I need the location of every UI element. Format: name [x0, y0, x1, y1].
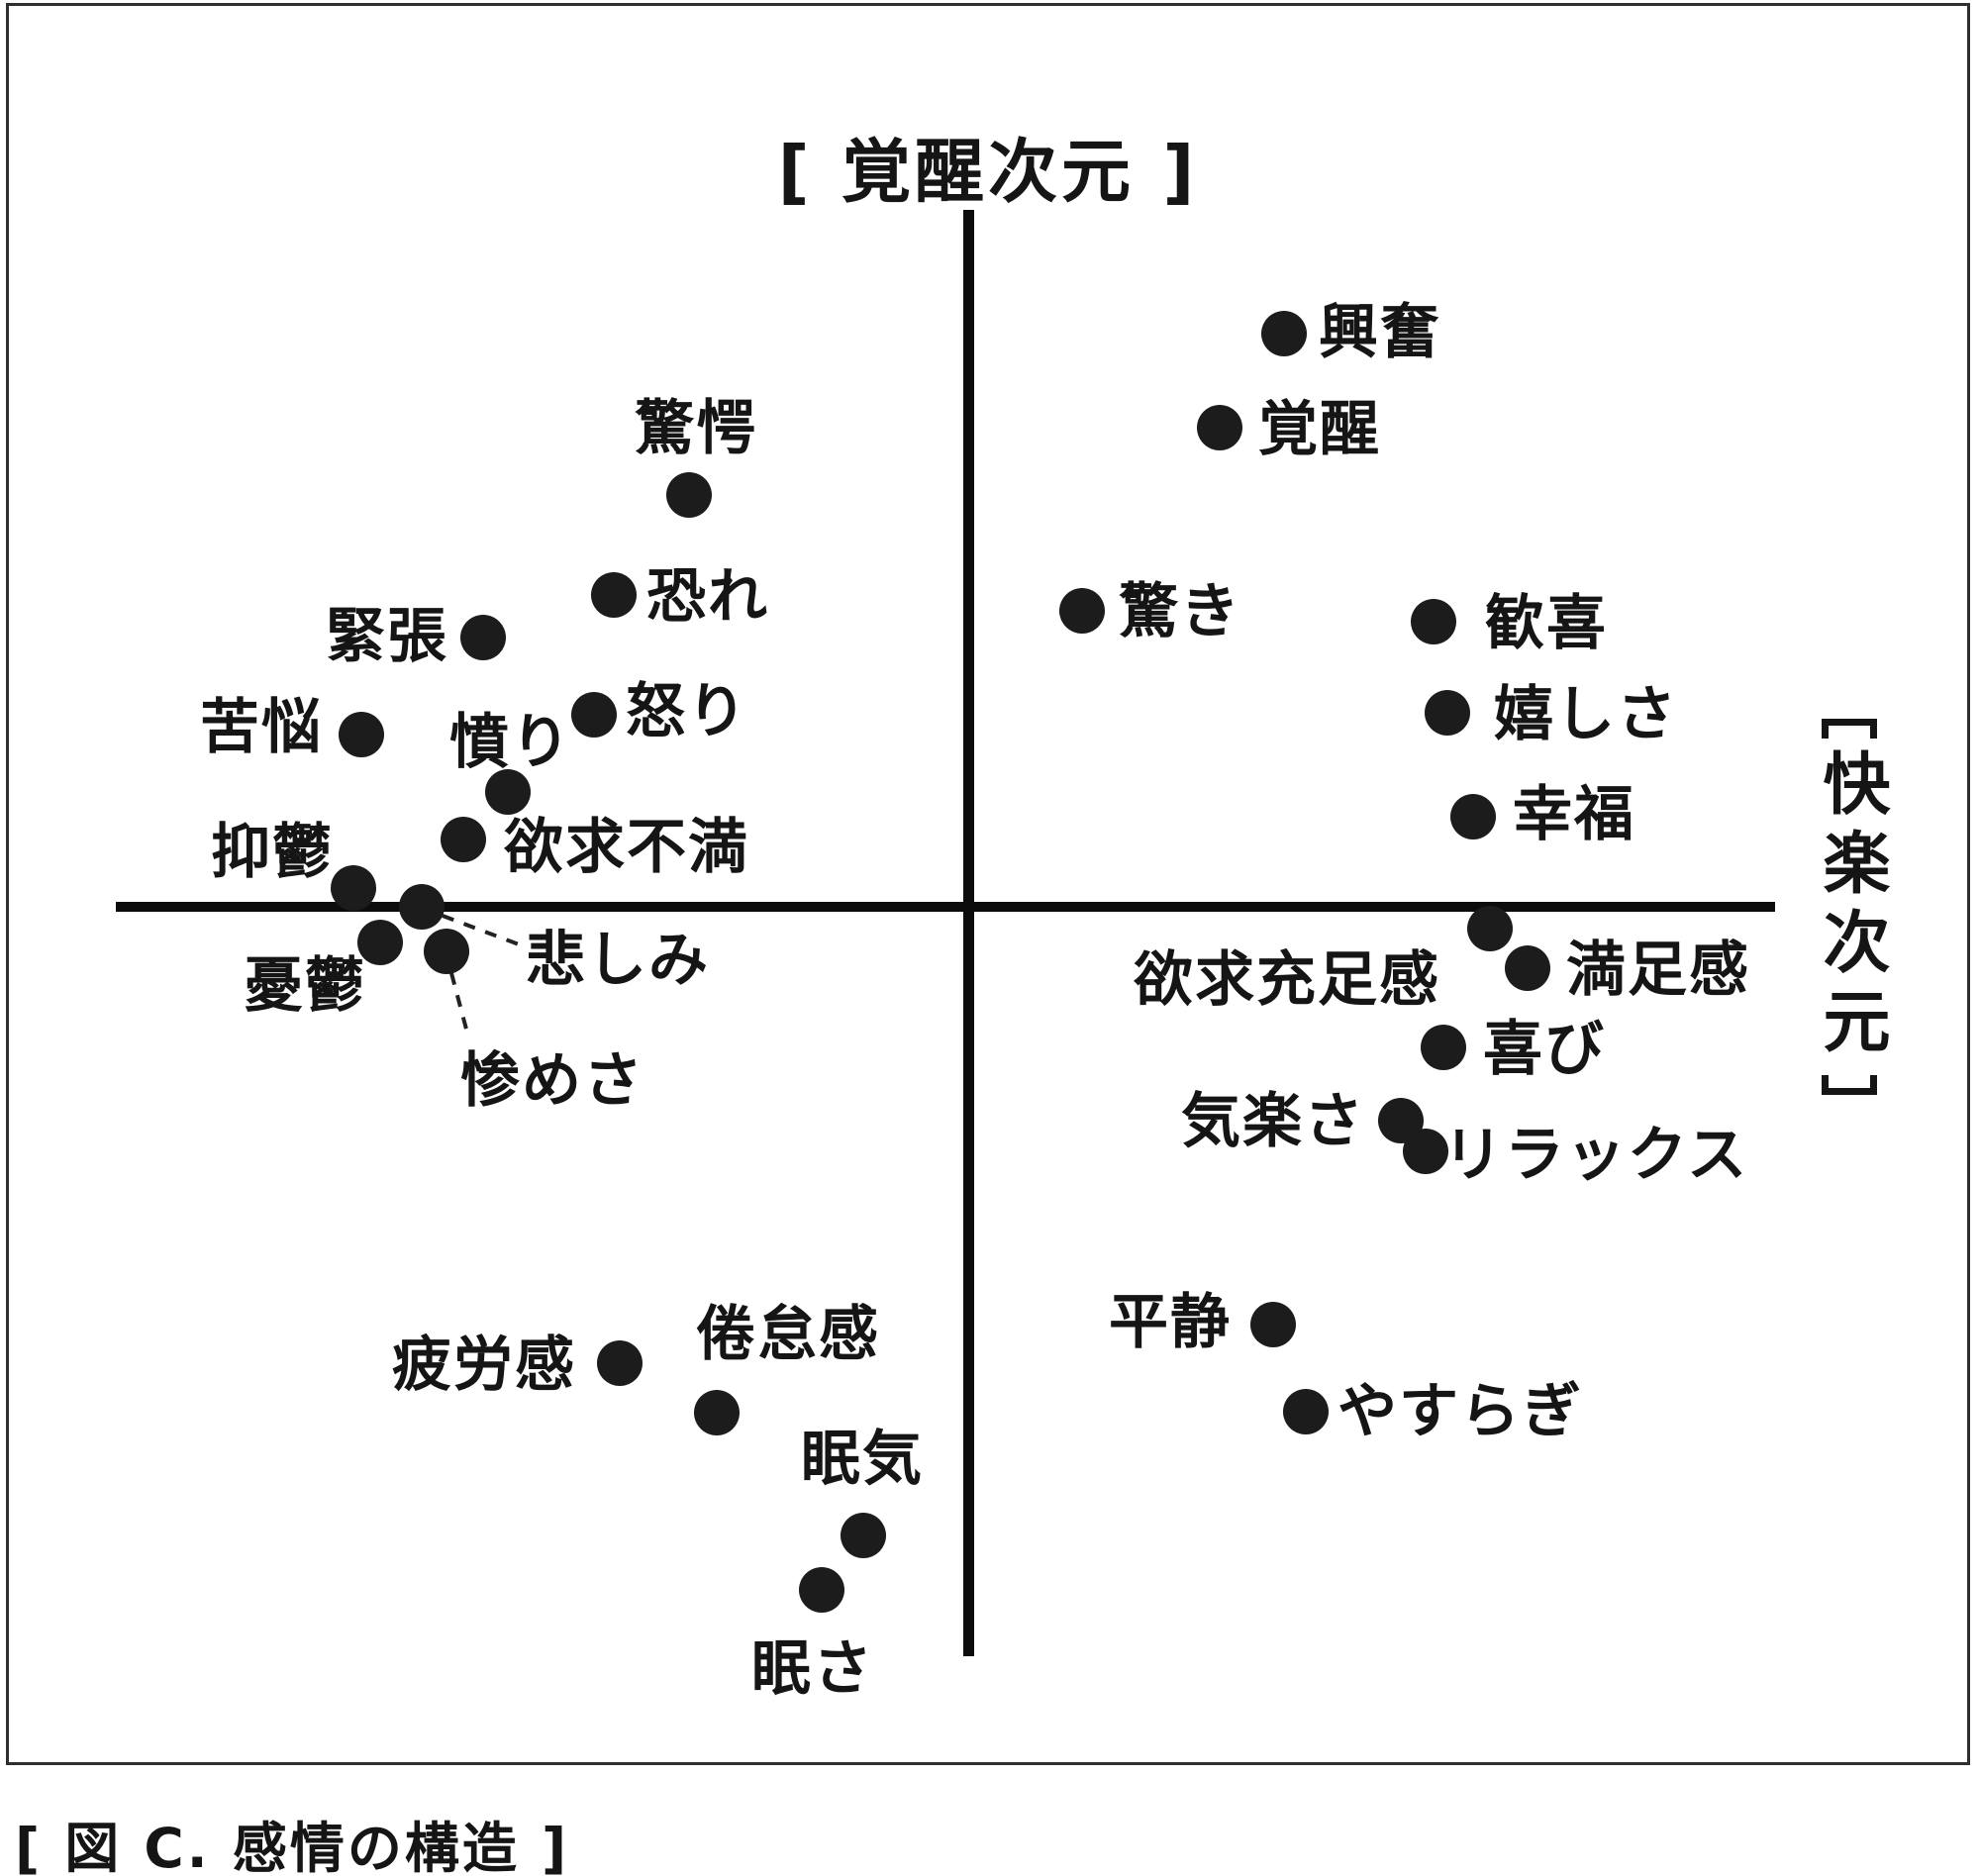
point-label-気楽さ: 気楽さ — [1181, 1087, 1365, 1156]
point-label-幸福: 幸福 — [1513, 780, 1635, 849]
point-label-欲求不満: 欲求不満 — [504, 813, 749, 882]
data-point-眠気 — [841, 1513, 886, 1558]
pleasure-axis-line — [116, 902, 1775, 912]
arousal-axis-label: [ 覚醒次元 ] — [777, 131, 1199, 213]
point-label-倦怠感: 倦怠感 — [696, 1300, 880, 1369]
point-label-驚愕: 驚愕 — [635, 394, 757, 463]
point-label-悲しみ: 悲しみ — [526, 926, 710, 995]
point-label-平静: 平静 — [1109, 1288, 1232, 1357]
vertical-bracket-close — [1822, 1075, 1877, 1095]
point-label-リラックス: リラックス — [1442, 1121, 1749, 1190]
point-label-興奮: 興奮 — [1319, 298, 1441, 367]
data-point-興奮 — [1261, 311, 1307, 356]
data-point-倦怠感 — [694, 1390, 740, 1435]
point-label-満足感: 満足感 — [1566, 936, 1750, 1005]
pleasure-axis-label-text: 快楽次元 — [1811, 748, 1889, 1065]
point-label-抑鬱: 抑鬱 — [211, 818, 334, 887]
data-point-眠さ — [799, 1567, 844, 1613]
point-label-緊張: 緊張 — [326, 602, 448, 671]
data-point-欲求充足感 — [1467, 906, 1513, 951]
data-point-やすらぎ — [1283, 1389, 1329, 1434]
data-point-怒り — [571, 692, 617, 738]
data-point-疲労感 — [597, 1340, 643, 1386]
data-point-悲しみ — [399, 884, 445, 930]
data-point-覚醒 — [1197, 405, 1242, 450]
data-point-苦悩 — [339, 712, 384, 757]
pleasure-axis-label: 快楽次元 — [1811, 719, 1889, 1095]
point-label-怒り: 怒り — [626, 677, 748, 746]
point-label-驚き: 驚き — [1119, 577, 1241, 646]
data-point-喜び — [1421, 1025, 1466, 1070]
data-point-驚き — [1059, 588, 1105, 634]
data-point-憂鬱 — [357, 920, 403, 965]
data-point-欲求不満 — [441, 817, 486, 862]
point-label-やすらぎ: やすらぎ — [1337, 1377, 1583, 1446]
point-label-眠気: 眠気 — [801, 1425, 924, 1494]
point-label-嬉しさ: 嬉しさ — [1494, 680, 1678, 749]
point-label-喜び: 喜び — [1483, 1015, 1606, 1084]
point-label-憂鬱: 憂鬱 — [244, 951, 366, 1021]
point-label-歓喜: 歓喜 — [1485, 589, 1608, 658]
data-point-満足感 — [1505, 945, 1550, 991]
data-point-憤り — [485, 769, 531, 815]
data-point-幸福 — [1450, 794, 1496, 839]
data-point-緊張 — [460, 615, 506, 660]
point-label-覚醒: 覚醒 — [1258, 395, 1381, 464]
point-label-憤り: 憤り — [449, 708, 572, 777]
point-label-眠さ: 眠さ — [751, 1634, 874, 1704]
point-label-欲求充足感: 欲求充足感 — [1134, 945, 1440, 1015]
data-point-リラックス — [1403, 1129, 1448, 1174]
data-point-嬉しさ — [1425, 690, 1470, 736]
vertical-bracket-open — [1822, 719, 1877, 739]
figure-caption: [ 図 C. 感情の構造 ] — [15, 1817, 570, 1876]
data-point-恐れ — [591, 572, 637, 618]
data-point-驚愕 — [666, 472, 712, 518]
point-label-疲労感: 疲労感 — [392, 1331, 576, 1400]
point-label-恐れ: 恐れ — [646, 562, 769, 632]
data-point-抑鬱 — [331, 865, 376, 911]
data-point-平静 — [1250, 1302, 1296, 1347]
point-label-苦悩: 苦悩 — [200, 693, 323, 762]
point-label-惨めさ: 惨めさ — [460, 1046, 644, 1116]
data-point-歓喜 — [1411, 599, 1456, 644]
arousal-axis-line — [963, 210, 974, 1656]
data-point-惨めさ — [424, 929, 469, 974]
